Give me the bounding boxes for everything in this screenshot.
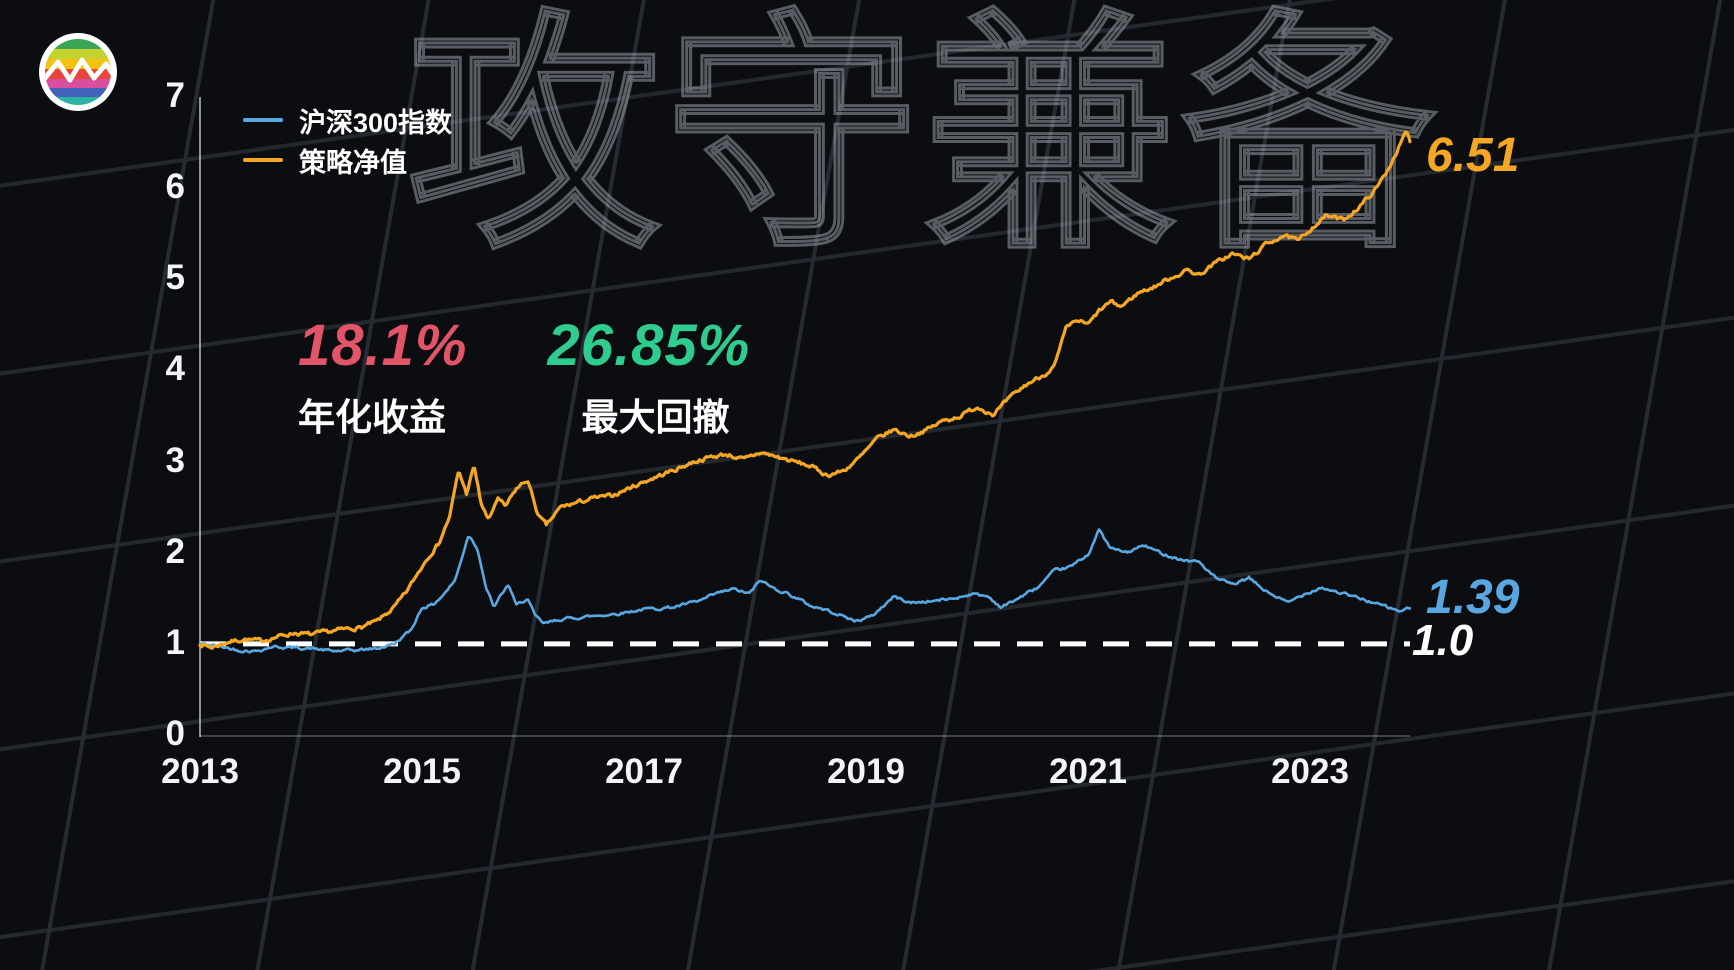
annual-return-value: 18.1% xyxy=(298,313,468,378)
y-axis-tick-label: 6 xyxy=(165,167,185,207)
y-axis-tick-label: 3 xyxy=(165,440,185,480)
legend-label-index: 沪深300指数 xyxy=(299,107,453,138)
x-axis-tick-label: 2019 xyxy=(827,752,905,791)
x-axis-tick-label: 2021 xyxy=(1049,752,1127,791)
annual-return-stat: 18.1% 年化收益 xyxy=(298,312,467,441)
x-axis-tick-label: 2015 xyxy=(383,752,461,791)
y-axis-tick-label: 7 xyxy=(165,76,185,115)
index-end-value-label: 1.39 xyxy=(1426,571,1520,624)
max-drawdown-stat: 26.85% 最大回撤 xyxy=(547,312,750,441)
index-line xyxy=(198,528,1412,654)
x-axis-tick-label: 2017 xyxy=(605,752,683,791)
x-axis-tick-label: 2013 xyxy=(161,752,239,791)
annual-return-label: 年化收益 xyxy=(298,397,446,438)
max-drawdown-value: 26.85% xyxy=(547,313,751,378)
legend-item-index: 沪深300指数 xyxy=(243,100,452,140)
stats-panel: 18.1% 年化收益 26.85% 最大回撤 xyxy=(298,312,750,441)
baseline-value-label: 1.0 xyxy=(1412,616,1474,665)
legend-item-strategy: 策略净值 xyxy=(243,140,452,180)
max-drawdown-label: 最大回撤 xyxy=(581,397,730,438)
strategy-end-value-label: 6.51 xyxy=(1426,129,1520,182)
y-axis-tick-label: 2 xyxy=(165,531,185,571)
y-axis-tick-label: 4 xyxy=(165,349,185,389)
rainbow-wave-logo-icon xyxy=(38,32,118,117)
index-line-swatch xyxy=(243,118,283,122)
y-axis-tick-label: 5 xyxy=(165,258,185,298)
strategy-line xyxy=(198,130,1412,650)
watermark-title: 攻守兼备 xyxy=(406,0,1441,278)
y-axis-tick-label: 1 xyxy=(165,622,185,662)
x-axis-tick-label: 2023 xyxy=(1271,752,1349,791)
y-axis-tick-label: 0 xyxy=(165,714,185,753)
legend-label-strategy: 策略净值 xyxy=(299,147,407,178)
strategy-line-swatch xyxy=(243,158,283,162)
legend: 沪深300指数 策略净值 xyxy=(243,100,452,180)
